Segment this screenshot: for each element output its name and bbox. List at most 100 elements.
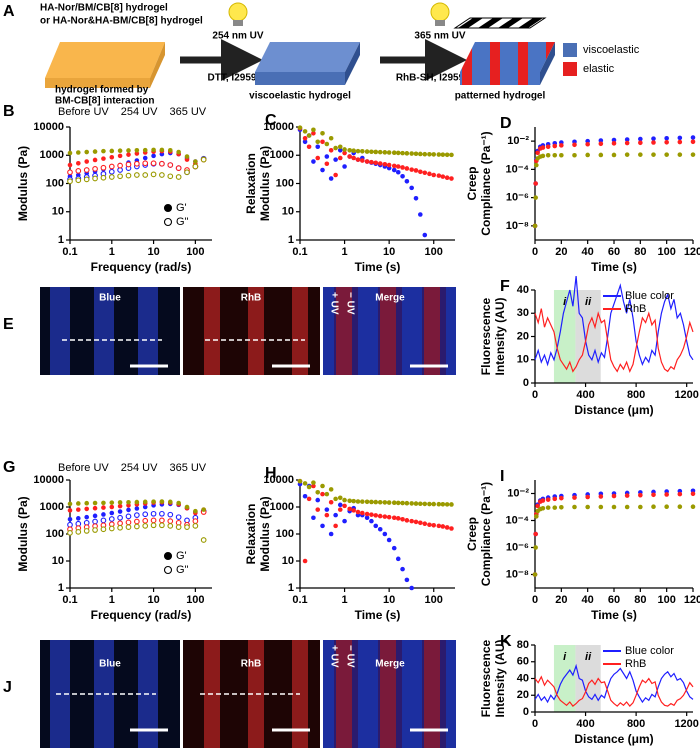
point <box>351 498 356 504</box>
point <box>391 545 397 551</box>
open-point <box>192 518 199 524</box>
point <box>297 125 303 130</box>
open-point <box>167 523 174 529</box>
y-axis-label: Relaxation <box>244 504 258 565</box>
panel-letter: F <box>500 278 510 295</box>
point <box>328 135 334 141</box>
point <box>333 172 338 178</box>
point <box>540 153 546 159</box>
point <box>320 491 325 497</box>
point <box>540 506 546 511</box>
x-tick-label: 100 <box>186 246 204 258</box>
point <box>422 232 428 238</box>
x-tick-label: 60 <box>608 246 620 258</box>
x-tick-label: 10 <box>383 246 395 258</box>
point <box>624 152 630 157</box>
x-tick-label: 20 <box>555 594 567 606</box>
x-tick-label: 0 <box>532 718 538 730</box>
point <box>134 506 140 511</box>
point <box>585 504 590 510</box>
point <box>418 212 423 217</box>
light-text: 254 nm UV <box>212 31 263 42</box>
caption-text: BM-CB[8] interaction <box>55 96 154 107</box>
open-point <box>150 171 157 178</box>
point <box>315 497 321 503</box>
point <box>409 167 414 172</box>
point <box>409 585 414 591</box>
point <box>369 512 374 517</box>
point <box>651 504 656 510</box>
x-tick-label: 0.1 <box>62 594 77 606</box>
x-tick-label: 100 <box>657 246 675 258</box>
point <box>151 147 156 153</box>
gel-block <box>460 42 555 72</box>
x-tick-label: 1200 <box>674 389 698 401</box>
open-point <box>192 523 199 529</box>
point <box>427 501 432 507</box>
point <box>404 577 410 583</box>
point <box>545 497 551 502</box>
point <box>572 152 577 158</box>
point <box>315 155 321 161</box>
point <box>598 141 604 147</box>
gel-block-side <box>345 42 360 85</box>
panel-letter: J <box>3 679 12 696</box>
point <box>664 504 669 510</box>
panel-letter: C <box>265 112 277 129</box>
open-point <box>117 162 123 169</box>
y-tick-label: 1 <box>58 582 64 594</box>
y-tick-label: 10⁻⁴ <box>506 163 529 175</box>
point <box>572 142 577 148</box>
y-axis-label: Modulus (Pa) <box>16 496 30 571</box>
legend-entry: Before UV <box>58 106 109 118</box>
point <box>67 517 73 522</box>
point <box>690 504 696 510</box>
point <box>413 195 419 201</box>
point <box>151 153 156 159</box>
point <box>382 150 388 155</box>
point <box>126 152 131 157</box>
point <box>117 500 123 505</box>
y-tick-label: 20 <box>517 330 529 342</box>
point <box>142 499 148 505</box>
gel-block-front <box>255 72 345 85</box>
x-axis-label: Distance (μm) <box>574 403 653 417</box>
x-axis-label: Time (s) <box>591 260 637 274</box>
y-tick-label: 100 <box>46 177 64 189</box>
point <box>677 491 683 497</box>
x-tick-label: 1 <box>109 246 115 258</box>
open-point <box>167 511 174 518</box>
y-tick-label: 1 <box>288 582 294 594</box>
caption-text: hydrogel formed by <box>55 85 149 96</box>
point <box>404 178 410 184</box>
point <box>545 152 551 158</box>
uv-label: + UV <box>328 292 339 315</box>
point <box>324 512 330 518</box>
y-tick-label: 1000 <box>270 501 294 513</box>
legend-entry: Before UV <box>58 462 109 474</box>
y-tick-label: 1 <box>58 234 64 246</box>
y-tick-label: 10 <box>282 555 294 567</box>
point <box>193 159 198 164</box>
point <box>552 496 558 502</box>
open-point <box>108 163 115 170</box>
region-label: i <box>563 651 567 663</box>
open-point <box>159 510 165 517</box>
point <box>638 504 643 510</box>
point <box>373 523 379 529</box>
point <box>598 138 604 143</box>
point <box>328 487 334 492</box>
point <box>117 153 123 159</box>
panel-letter: B <box>3 103 15 120</box>
point <box>320 523 325 529</box>
point <box>409 518 414 524</box>
point <box>92 157 98 163</box>
x-axis-label: Distance (μm) <box>574 732 653 746</box>
point <box>436 501 442 507</box>
gel-block <box>255 42 360 72</box>
point <box>302 493 308 499</box>
legend-entry: G" <box>176 564 189 576</box>
point <box>201 507 206 512</box>
point <box>552 152 558 158</box>
panel-letter: K <box>500 633 512 650</box>
